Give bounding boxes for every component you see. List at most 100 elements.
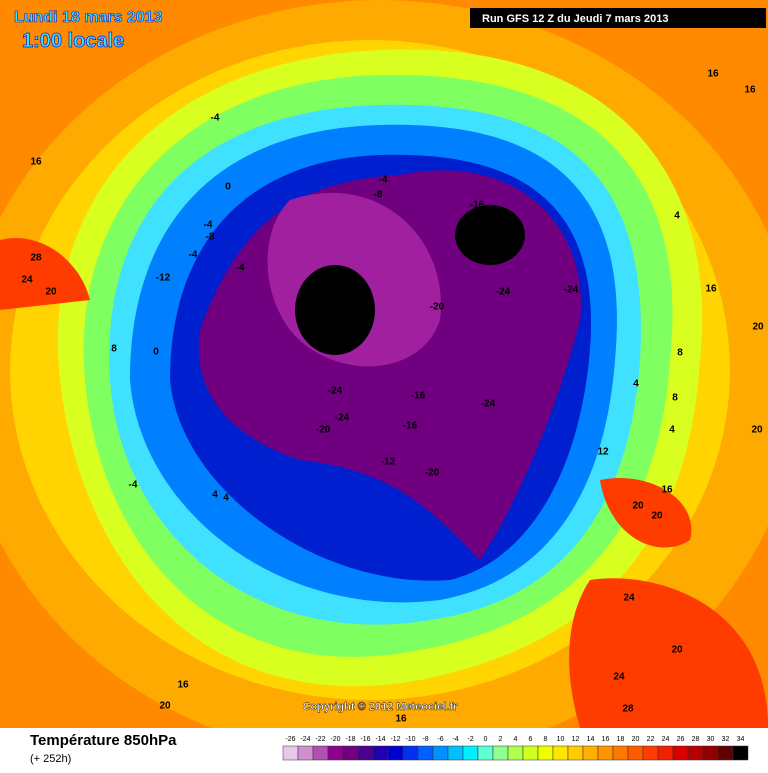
- contour-label: 4: [674, 211, 680, 222]
- contour-label: 16: [395, 714, 407, 725]
- scale-swatch: [462, 745, 479, 761]
- scale-label: 30: [707, 736, 715, 743]
- contour-label: -28: [473, 235, 488, 246]
- scale-label: 22: [647, 736, 655, 743]
- contour-label: 12: [597, 447, 609, 458]
- contour-label: -28: [346, 305, 361, 316]
- scale-label: 24: [662, 736, 670, 743]
- contour-label: 0: [153, 347, 159, 358]
- contour-label: 4: [669, 425, 675, 436]
- scale-swatch: [672, 745, 689, 761]
- contour-label: -16: [411, 391, 426, 402]
- scale-label: 4: [514, 736, 518, 743]
- contour-label: 20: [752, 322, 764, 333]
- scale-label: 32: [722, 736, 730, 743]
- scale-swatch: [717, 745, 734, 761]
- scale-label: 6: [529, 736, 533, 743]
- contour-label: -12: [156, 273, 171, 284]
- scale-label: 12: [572, 736, 580, 743]
- scale-label: -16: [360, 736, 370, 743]
- scale-label: -4: [452, 736, 458, 743]
- scale-swatch: [492, 745, 509, 761]
- scale-label: -26: [285, 736, 295, 743]
- scale-swatch: [402, 745, 419, 761]
- run-info: Run GFS 12 Z du Jeudi 7 mars 2013: [482, 13, 668, 25]
- scale-label: -10: [405, 736, 415, 743]
- contour-label: -16: [403, 421, 418, 432]
- scale-swatch: [312, 745, 329, 761]
- scale-swatch: [357, 745, 374, 761]
- contour-label: 20: [751, 425, 763, 436]
- contour-label: -24: [303, 285, 318, 296]
- scale-label: -14: [375, 736, 385, 743]
- scale-swatch: [342, 745, 359, 761]
- scale-label: 10: [557, 736, 565, 743]
- scale-swatch: [552, 745, 569, 761]
- scale-swatch: [702, 745, 719, 761]
- contour-label: -20: [316, 425, 331, 436]
- contour-label: 24: [623, 593, 635, 604]
- contour-label: 20: [651, 511, 663, 522]
- scale-label: -24: [300, 736, 310, 743]
- contour-label: 8: [672, 393, 678, 404]
- contour-label: 4: [223, 493, 229, 504]
- scale-swatch: [657, 745, 674, 761]
- footer-title: Température 850hPa: [30, 732, 177, 749]
- contour-label: -4: [211, 113, 220, 124]
- scale-swatch: [447, 745, 464, 761]
- run-box: [470, 8, 766, 28]
- contour-label: 20: [45, 287, 57, 298]
- scale-swatch: [327, 745, 344, 761]
- scale-label: 0: [484, 736, 488, 743]
- contour-label: 20: [671, 645, 683, 656]
- contour-label: -24: [481, 399, 496, 410]
- contour-label: -24: [335, 413, 350, 424]
- contour-label: 8: [111, 344, 117, 355]
- scale-label: -20: [330, 736, 340, 743]
- scale-label: -8: [422, 736, 428, 743]
- contour-label: -20: [425, 468, 440, 479]
- forecast-time: 1:00 locale: [22, 30, 124, 52]
- contour-label: -4: [204, 220, 213, 231]
- scale-label: -18: [345, 736, 355, 743]
- footer-lead: (+ 252h): [30, 753, 71, 765]
- contour-label: 28: [622, 704, 634, 715]
- contour-label: 24: [21, 275, 33, 286]
- scale-label: 16: [602, 736, 610, 743]
- scale-swatch: [687, 745, 704, 761]
- contour-label: -24: [498, 245, 513, 256]
- contour-label: 4: [633, 379, 639, 390]
- scale-swatch: [567, 745, 584, 761]
- contour-label: 16: [707, 69, 719, 80]
- contour-label: -4: [236, 263, 245, 274]
- scale-label: 20: [632, 736, 640, 743]
- contour-label: 16: [177, 680, 189, 691]
- contour-label: -20: [430, 302, 445, 313]
- scale-swatch: [597, 745, 614, 761]
- contour-label: 0: [225, 182, 231, 193]
- scale-swatch: [432, 745, 449, 761]
- scale-swatch: [297, 745, 314, 761]
- scale-swatch: [477, 745, 494, 761]
- contour-label: 16: [661, 485, 673, 496]
- contour-label: -4: [379, 175, 388, 186]
- scale-label: -12: [390, 736, 400, 743]
- copyright: Copyright © 2012 Meteociel.fr: [303, 701, 459, 713]
- scale-swatch: [612, 745, 629, 761]
- scale-swatch: [372, 745, 389, 761]
- scale-label: -6: [437, 736, 443, 743]
- contour-label: 28: [30, 253, 42, 264]
- contour-label: -8: [206, 232, 215, 243]
- contour-label: -28: [501, 217, 516, 228]
- scale-label: -22: [315, 736, 325, 743]
- contour-label: 16: [744, 85, 756, 96]
- scale-swatch: [417, 745, 434, 761]
- contour-label: -12: [381, 457, 396, 468]
- contour-label: -24: [328, 386, 343, 397]
- contour-label: -4: [129, 480, 138, 491]
- contour-label: 16: [705, 284, 717, 295]
- scale-label: 18: [617, 736, 625, 743]
- scale-label: 26: [677, 736, 685, 743]
- scale-label: 28: [692, 736, 700, 743]
